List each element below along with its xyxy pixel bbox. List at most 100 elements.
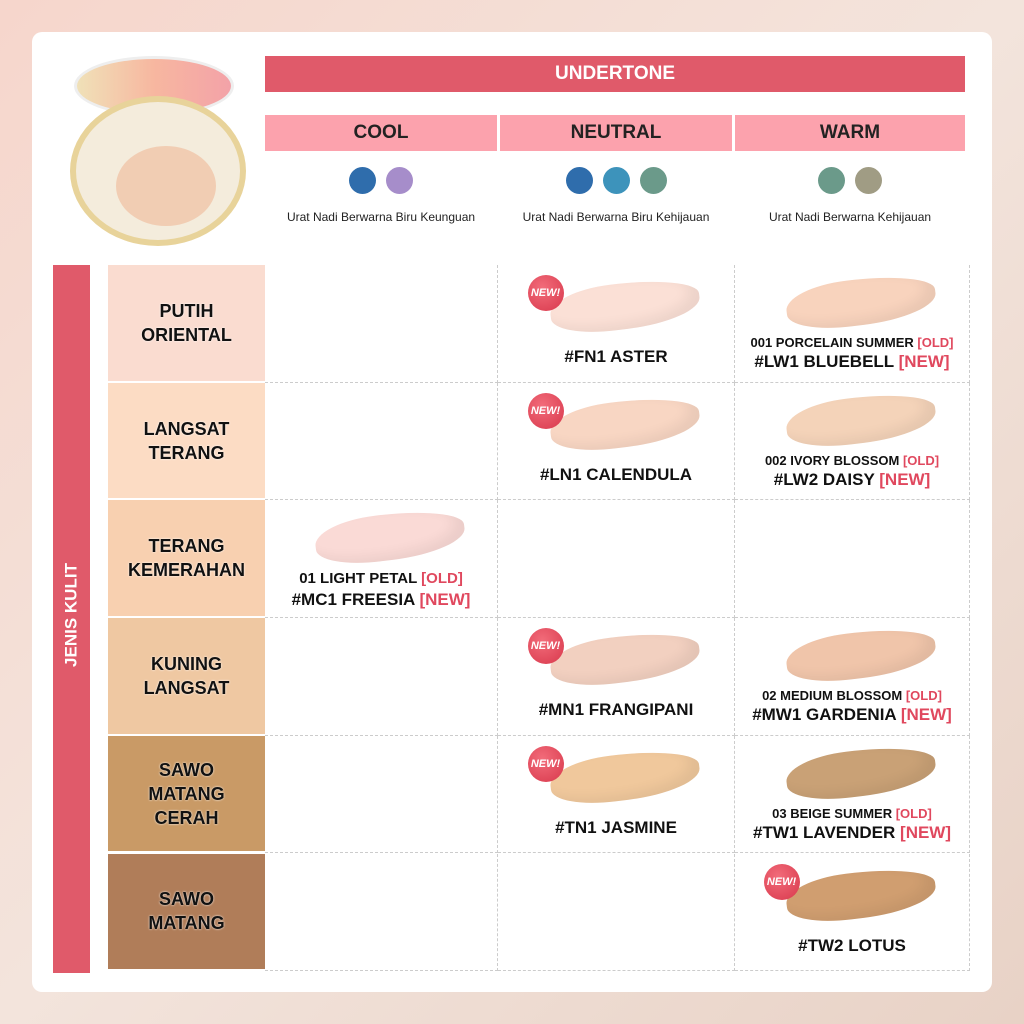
name-line: #LW2 DAISY [NEW] [735, 470, 969, 490]
card: UNDERTONE COOL Urat Nadi Berwarna Biru Keu… [32, 32, 992, 992]
old-tag: [OLD] [902, 452, 940, 468]
old-line: 002 IVORY BLOSSOM [OLD] [735, 453, 969, 468]
old-tag: [OLD] [905, 688, 942, 704]
row-label: SAWO MATANG [108, 853, 265, 970]
vein-dot [565, 167, 593, 194]
old-name: 001 PORCELAIN SUMMER [750, 335, 914, 350]
old-name: 01 LIGHT PETAL [299, 570, 417, 588]
row-label: LANGSAT TERANG [108, 382, 265, 499]
row-label: TERANG KEMERAHAN [108, 500, 265, 617]
new-tag: [NEW] [879, 469, 931, 489]
new-tag: [NEW] [900, 705, 952, 725]
old-tag: [OLD] [895, 805, 932, 821]
swatch [783, 862, 938, 927]
cell: 02 MEDIUM BLOSSOM [OLD] #MW1 GARDENIA [NE… [735, 618, 970, 736]
shade-name: #LN1 CALENDULA [539, 464, 693, 484]
side-bar: JENIS KULIT [53, 265, 90, 973]
column-header: WARM [735, 115, 965, 151]
name-line: #TW1 LAVENDER [NEW] [735, 823, 969, 843]
new-badge: NEW! [527, 745, 564, 782]
shade-name: #TW1 LAVENDER [752, 822, 896, 842]
new-tag: [NEW] [419, 590, 471, 610]
cell [265, 735, 498, 854]
new-badge: NEW! [527, 275, 564, 311]
swatch [783, 740, 938, 805]
cell [498, 500, 735, 619]
swatch [783, 270, 938, 334]
swatch [312, 505, 467, 570]
vein-dot [386, 167, 413, 194]
name-line: #LW1 BLUEBELL [NEW] [735, 352, 969, 372]
vein-note: Urat Nadi Berwarna Biru Kehijauan [522, 210, 710, 224]
new-badge: NEW! [763, 863, 800, 900]
cell: NEW! #MN1 FRANGIPANI [498, 618, 735, 736]
old-line: 001 PORCELAIN SUMMER [OLD] [735, 335, 969, 350]
name-line: #MW1 GARDENIA [NEW] [735, 705, 969, 725]
vein-dot [818, 167, 845, 194]
old-name: 002 IVORY BLOSSOM [764, 452, 900, 468]
column-header: COOL [265, 115, 497, 151]
shade-name: #LW2 DAISY [773, 469, 875, 489]
cell: 002 IVORY BLOSSOM [OLD] #LW2 DAISY [NEW] [735, 382, 970, 501]
shade-name: #TN1 JASMINE [555, 817, 677, 837]
vein-dot [639, 167, 667, 194]
name-line: #MC1 FREESIA [NEW] [265, 590, 497, 610]
vein-note: Urat Nadi Berwarna Biru Keunguan [286, 210, 476, 224]
old-name: 02 MEDIUM BLOSSOM [762, 688, 903, 704]
name-line: #LN1 CALENDULA [498, 465, 734, 485]
old-line: 03 BEIGE SUMMER [OLD] [735, 806, 969, 821]
name-line: #TN1 JASMINE [498, 818, 734, 838]
vein-dots [265, 167, 497, 199]
new-tag: [NEW] [900, 822, 952, 842]
product-image [64, 56, 252, 246]
cell: NEW! #TN1 JASMINE [498, 735, 735, 854]
cell: 01 LIGHT PETAL [OLD] #MC1 FREESIA [NEW] [265, 500, 498, 619]
shade-name: #MC1 FREESIA [291, 590, 415, 610]
shade-name: #FN1 ASTER [564, 347, 668, 366]
row-label: SAWO MATANG CERAH [108, 735, 265, 852]
cell: 03 BEIGE SUMMER [OLD] #TW1 LAVENDER [NEW] [735, 735, 970, 854]
cushion [116, 146, 216, 226]
column-header: NEUTRAL [500, 115, 732, 151]
new-badge: NEW! [527, 392, 564, 429]
new-tag: [NEW] [898, 352, 950, 371]
cell: NEW! #TW2 LOTUS [735, 853, 970, 972]
cell [265, 265, 498, 383]
name-line: #FN1 ASTER [498, 347, 734, 367]
vein-dots [500, 167, 732, 199]
vein-note: Urat Nadi Berwarna Kehijauan [768, 210, 932, 224]
shade-name: #MN1 FRANGIPANI [538, 700, 694, 720]
old-tag: [OLD] [917, 335, 954, 350]
vein-dot [855, 167, 882, 194]
cell [265, 618, 498, 736]
swatch [547, 627, 702, 692]
header-bar: UNDERTONE [265, 56, 965, 92]
vein-dots [735, 167, 965, 199]
cell: 001 PORCELAIN SUMMER [OLD] #LW1 BLUEBELL … [735, 265, 970, 383]
cell [498, 853, 735, 972]
old-line: 02 MEDIUM BLOSSOM [OLD] [735, 688, 969, 703]
vein-dot [349, 167, 376, 194]
swatch [547, 744, 702, 809]
swatch [783, 387, 938, 452]
side-label: JENIS KULIT [61, 563, 81, 667]
cell [735, 500, 970, 619]
row-label: KUNING LANGSAT [108, 618, 265, 734]
swatch [547, 274, 702, 338]
old-name: 03 BEIGE SUMMER [772, 805, 893, 821]
swatch [783, 623, 938, 688]
vein-dot [602, 167, 630, 194]
name-line: #MN1 FRANGIPANI [498, 700, 734, 720]
old-tag: [OLD] [421, 570, 463, 588]
cell: NEW! #FN1 ASTER [498, 265, 735, 383]
cell: NEW! #LN1 CALENDULA [498, 382, 735, 501]
swatch [547, 391, 702, 456]
old-line: 01 LIGHT PETAL [OLD] [265, 570, 497, 587]
shade-name: #MW1 GARDENIA [752, 705, 897, 725]
row-label: PUTIH ORIENTAL [108, 265, 265, 381]
cell [265, 853, 498, 972]
cell [265, 382, 498, 501]
shade-name: #LW1 BLUEBELL [754, 352, 894, 371]
new-badge: NEW! [527, 628, 564, 665]
